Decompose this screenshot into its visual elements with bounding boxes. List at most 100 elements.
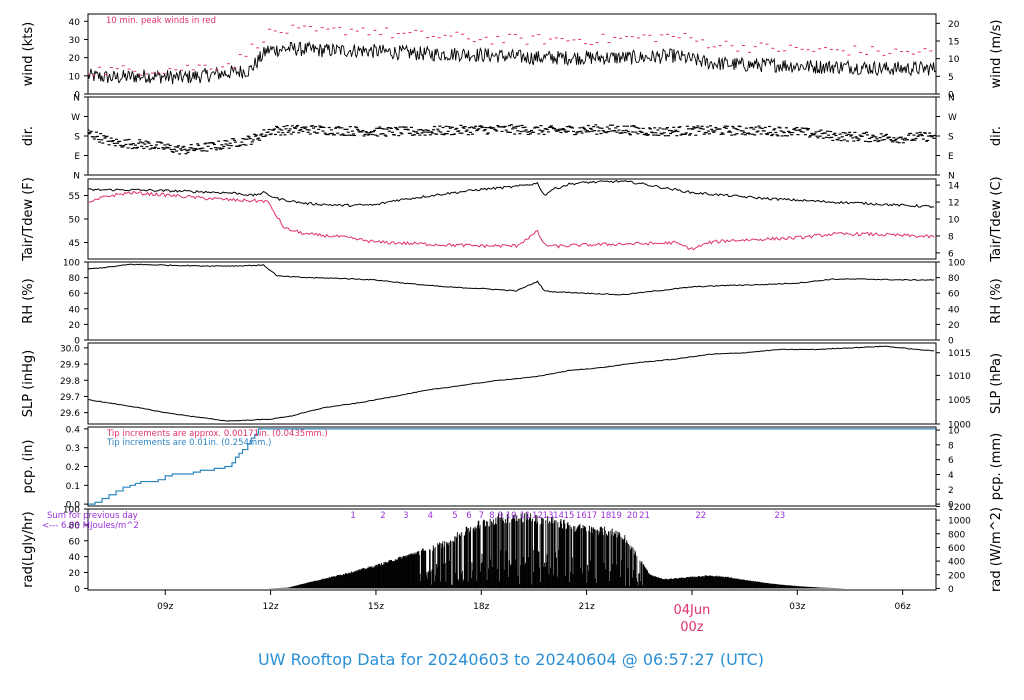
rh-rtick-label: 40: [948, 305, 960, 315]
temp-rtick-label: 14: [948, 182, 960, 192]
time-tick-label: 21z: [579, 602, 595, 612]
temp-ytick-label: 55: [69, 192, 80, 202]
pcp-ylabel-right: pcp. (mm): [989, 433, 1004, 500]
rad-hour-label: 17: [586, 511, 597, 521]
temp-rtick-label: 10: [948, 216, 960, 226]
temp-plot-area: [88, 179, 935, 251]
wind-ytick-label: 20: [69, 54, 81, 64]
wind-rtick-label: 20: [948, 20, 960, 30]
time-tick-label: 18z: [473, 602, 489, 612]
pcp-annotation: Tip increments are approx. 0.00171in. (0…: [106, 429, 328, 439]
rad-hour-label: 7: [479, 511, 484, 521]
temp-ylabel: Tair/Tdew (F): [21, 177, 36, 262]
dir-ylabel: dir.: [21, 126, 36, 146]
dir-frame: [87, 96, 937, 176]
rad-hour-label: 5: [452, 511, 457, 521]
rad-ytick-label: 60: [69, 537, 81, 547]
panel-temp: 45 50 55 6 8 10 12 14 Tair/Tdew (F) Tair/Tdew (C): [21, 176, 1004, 262]
rad-hour-label: 10: [506, 511, 517, 521]
dir-ytick-label: S: [74, 133, 80, 143]
pcp-rtick-label: 2: [948, 486, 954, 496]
dir-rtick-label: N: [948, 172, 955, 182]
temp-ytick-label: 50: [69, 216, 81, 226]
time-tick-date-label: 04Jun: [674, 603, 711, 618]
rad-hour-label: 4: [428, 511, 433, 521]
wind-ytick-label: 10: [69, 72, 81, 82]
rad-hour-label: 20: [627, 511, 638, 521]
wind-annotation: 10 min. peak winds in red: [106, 16, 216, 26]
rh-rtick-label: 100: [948, 259, 965, 269]
wind-rtick-label: 15: [948, 37, 959, 47]
panel-wind: 0 10 20 30 40 0 5 10 15 20 wind (kts) wind (m/s) 10 …: [21, 13, 1004, 101]
slp-ytick-label: 29.8: [60, 377, 80, 387]
temp-Tdew-line: [88, 190, 935, 251]
wind-ytick-label: 40: [69, 18, 81, 28]
rad-ytick-label: 0: [74, 585, 80, 595]
pcp-ytick-label: 0.2: [66, 463, 80, 473]
slp-rtick-label: 1000: [948, 421, 971, 431]
slp-ylabel: SLP (inHg): [21, 350, 36, 418]
rh-ytick-label: 20: [69, 321, 81, 331]
rh-ytick-label: 100: [63, 259, 80, 269]
rad-hour-label: 23: [774, 511, 785, 521]
panel-rh: 0 20 40 60 80 100 0 20 40 60 80 100 RH (%) RH (%): [21, 259, 1004, 347]
dir-ytick-label: N: [73, 172, 80, 182]
rh-rtick-label: 80: [948, 274, 960, 284]
figure-title: UW Rooftop Data for 20240603 to 20240604…: [258, 650, 764, 669]
rad-rtick-label: 800: [948, 530, 965, 540]
rad-ytick-label: 80: [69, 521, 81, 531]
rad-hour-label: 13: [543, 511, 554, 521]
rad-hour-label: 1: [350, 511, 355, 521]
rad-hour-label: 16: [576, 511, 587, 521]
pcp-rtick-label: 0: [948, 501, 954, 511]
rad-hour-label: 3: [403, 511, 408, 521]
slp-ytick-label: 29.9: [60, 361, 80, 371]
slp-ytick-label: 30.0: [60, 344, 80, 354]
rh-ylabel: RH (%): [21, 278, 36, 323]
rad-hour-label: 18: [601, 511, 612, 521]
time-tick-label: 09z: [157, 602, 173, 612]
dir-rtick-label: N: [948, 94, 955, 104]
rh-ytick-label: 60: [69, 290, 81, 300]
rad-hour-label: 12: [532, 511, 543, 521]
time-tick-label: 12z: [262, 602, 278, 612]
time-tick-label: 06z: [895, 602, 911, 612]
slp-rtick-label: 1015: [948, 349, 971, 359]
precip-accum-line: [88, 428, 936, 505]
temp-rtick-label: 12: [948, 199, 959, 209]
wind-rtick-label: 0: [948, 91, 954, 101]
slp-plot-area: [88, 345, 935, 422]
rh-ytick-label: 0: [74, 337, 80, 347]
rad-hour-label: 8: [489, 511, 494, 521]
pcp-plot-area: [88, 428, 936, 505]
slp-ylabel-right: SLP (hPa): [989, 353, 1004, 414]
dir-ytick-label: E: [74, 152, 80, 162]
rad-ylabel-right: rad (W/m^2): [989, 507, 1004, 592]
rad-hour-label: 22: [695, 511, 706, 521]
rh-plot-area: [88, 263, 935, 296]
pcp-annotation: Tip increments are 0.01in. (0.254mm.): [106, 438, 271, 448]
time-axis: 09z 12z 15z 18z 21z 04Jun 00z 03z 06z: [157, 590, 911, 635]
wind-rtick-label: 10: [948, 55, 960, 65]
pcp-ylabel: pcp. (in): [21, 440, 36, 494]
rad-hour-label: 6: [466, 511, 471, 521]
temp-Tair-line: [88, 179, 935, 208]
rad-hour-label: 21: [639, 511, 650, 521]
pcp-ytick-label: 0.4: [66, 425, 81, 435]
wind-ylabel-right: wind (m/s): [989, 20, 1004, 89]
pcp-ytick-label: 0.1: [66, 482, 80, 492]
rad-hour-label: 19: [611, 511, 622, 521]
slp-SLP-line: [88, 345, 935, 422]
rad-annotation: Sum for previous day: [47, 511, 138, 521]
dir-ylabel-right: dir.: [989, 126, 1004, 146]
wind-ylabel: wind (kts): [21, 22, 36, 86]
temp-rtick-label: 8: [948, 232, 954, 242]
rad-plot-area: [267, 512, 847, 589]
rh-ytick-label: 80: [69, 274, 81, 284]
rad-rtick-label: 200: [948, 571, 965, 581]
pcp-rtick-label: 6: [948, 456, 954, 466]
temp-rtick-label: 6: [948, 249, 954, 259]
